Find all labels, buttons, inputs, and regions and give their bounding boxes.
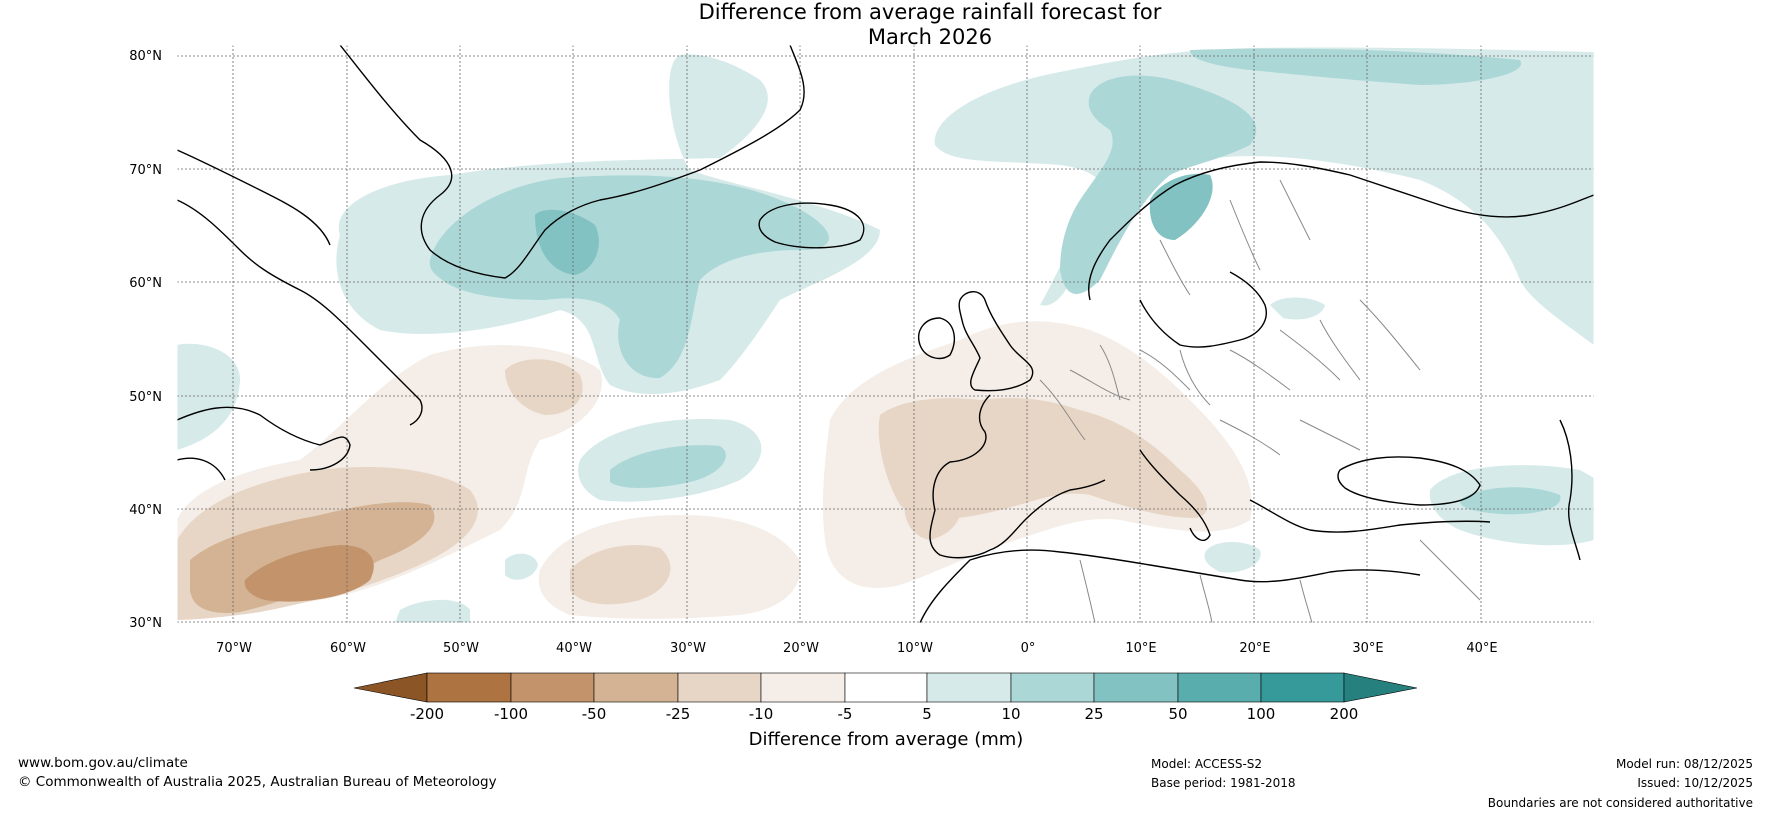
anomaly-western-atlantic-dry-core [244,545,374,602]
footer-base-period: Base period: 1981-2018 [1151,776,1296,790]
anomaly-mid-atlantic-dry-patch [505,359,583,415]
footer-disclaimer: Boundaries are not considered authoritat… [1487,796,1753,810]
anomaly-north-atlantic-moderate [429,175,829,379]
borders-eastern-europe [1219,299,1421,456]
colorbar-tick-200: 200 [1330,705,1359,723]
coastline-black-sea [1337,456,1481,506]
lon-label-60w: 60°W [330,641,366,656]
coastline-labrador-newfoundland [177,406,351,481]
lon-label-30e: 30°E [1352,641,1383,656]
colorbar-tick-minus-25: -25 [666,705,691,723]
anomaly-caspian-wet-core [1459,487,1561,515]
lon-label-70w: 70°W [216,641,252,656]
anomaly-azores-dry-moderate [570,544,671,605]
footer-website[interactable]: www.bom.gov.au/climate [18,755,188,771]
colorbar [353,672,1418,703]
lon-label-30w: 30°W [670,641,706,656]
coastline-ireland [918,317,956,360]
coastline-iberia-france [929,394,1106,559]
colorbar-segment-11 [1260,672,1345,703]
lon-label-20e: 20°E [1239,641,1270,656]
rainfall-anomaly-fields [177,47,1594,623]
coastline-great-britain [958,291,1034,392]
colorbar-segment-9 [1093,672,1179,703]
longitude-labels: 70°W 60°W 50°W 40°W 30°W 20°W 10°W 0° 10… [216,641,1498,656]
borders-north-africa-middle-east [1079,539,1481,623]
lon-label-10e: 10°E [1125,641,1156,656]
coastline-italy [1139,449,1211,542]
anomaly-greenland-sea-strong [535,209,599,275]
anomaly-eastern-med-wet [1204,542,1261,573]
anomaly-labrador-wet [177,343,240,450]
footer-copyright: © Commonwealth of Australia 2025, Austra… [18,774,497,790]
colorbar-extend-high [1343,672,1418,703]
title-line-1: Difference from average rainfall forecas… [698,0,1162,24]
borders-scandinavia [1159,179,1311,296]
colorbar-segment-3 [593,672,679,703]
colorbar-tick-50: 50 [1168,705,1187,723]
colorbar-segment-4 [677,672,762,703]
coastline-iceland [758,202,865,249]
borders-western-europe [1039,344,1211,441]
colorbar-segment-5 [760,672,846,703]
colorbar-segment-7 [926,672,1012,703]
coastline-baltic [1139,271,1267,348]
colorbar-extend-low [353,672,428,703]
lon-label-40e: 40°E [1466,641,1497,656]
coastline-caspian [1559,419,1581,561]
colorbar-tick-minus-50: -50 [582,705,607,723]
anomaly-southwest-wet-patch [395,599,470,623]
latitude-labels: 80°N 70°N 60°N 50°N 40°N 30°N [129,49,162,631]
colorbar-tick-minus-200: -200 [410,705,444,723]
anomaly-norway-coast-moderate [1060,75,1257,294]
anomaly-baltic-wet [1270,297,1325,320]
colorbar-tick-minus-100: -100 [494,705,528,723]
map-area [176,44,1595,624]
coastline-greenland [339,45,805,279]
colorbar-ticks: -200 -100 -50 -25 -10 -5 5 10 25 50 100 … [410,705,1358,723]
lat-label-80n: 80°N [129,49,162,64]
lon-label-40w: 40°W [556,641,592,656]
lat-label-30n: 30°N [129,616,162,631]
coastline-canadian-arctic [177,149,423,426]
lon-label-20w: 20°W [783,641,819,656]
footer-issued: Issued: 10/12/2025 [1637,776,1753,790]
colorbar-segment-2 [510,672,595,703]
colorbar-segment-10 [1177,672,1262,703]
lat-label-40n: 40°N [129,503,162,518]
lat-label-50n: 50°N [129,390,162,405]
chart-title: Difference from average rainfall forecas… [0,0,1770,50]
anomaly-iberia-dry-patch [904,488,961,540]
lat-lon-gridlines [177,45,1594,623]
coastline-aegean-turkey [1249,499,1491,533]
colorbar-tick-minus-5: -5 [838,705,853,723]
footer-model-run: Model run: 08/12/2025 [1615,757,1753,771]
coastline-north-africa [919,549,1421,623]
colorbar-tick-minus-10: -10 [749,705,774,723]
anomaly-barents-sea-moderate [1190,48,1522,85]
coastline-scandinavia [1088,161,1594,301]
lon-label-50w: 50°W [443,641,479,656]
colorbar-tick-100: 100 [1247,705,1276,723]
footer-model: Model: ACCESS-S2 [1151,757,1263,771]
colorbar-title: Difference from average (mm) [749,729,1024,750]
lat-label-60n: 60°N [129,276,162,291]
colorbar-tick-5: 5 [922,705,932,723]
lat-label-70n: 70°N [129,163,162,178]
colorbar-segment-1 [426,672,512,703]
anomaly-azores-wet-dot [505,553,538,580]
lon-label-0: 0° [1021,641,1036,656]
anomaly-western-europe-dry-moderate [878,398,1207,519]
coastlines [177,45,1594,623]
colorbar-segment-8 [1010,672,1095,703]
map-frame [176,44,1595,624]
country-borders [1039,179,1481,623]
colorbar-segment-6 [844,672,928,703]
anomaly-atlantic-wet-patch-core [610,445,726,488]
lon-label-10w: 10°W [897,641,933,656]
colorbar-tick-25: 25 [1084,705,1103,723]
colorbar-tick-10: 10 [1001,705,1020,723]
